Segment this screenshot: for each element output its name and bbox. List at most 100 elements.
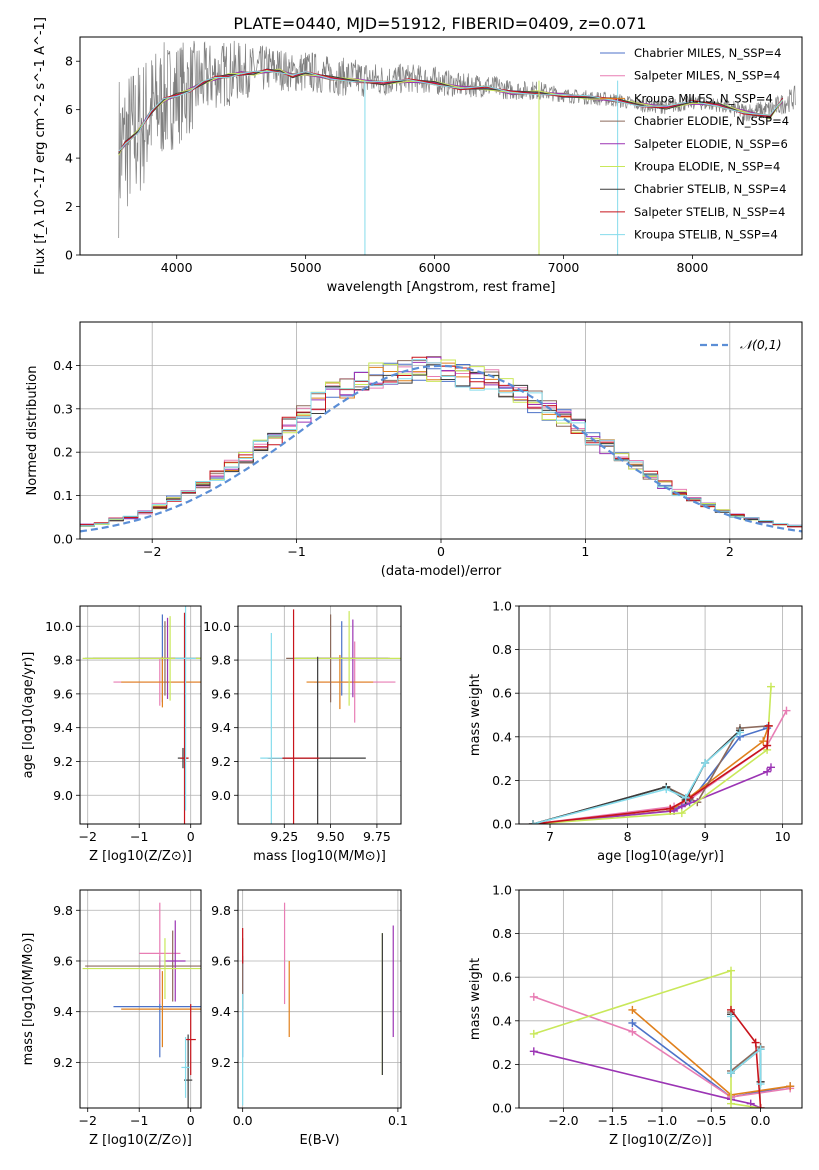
x-tick-label: 0 bbox=[187, 829, 195, 844]
x-tick-label: −2 bbox=[79, 1113, 97, 1128]
y-tick-label: 9.8 bbox=[211, 653, 231, 668]
plot-area bbox=[82, 902, 201, 1108]
series-line bbox=[533, 996, 791, 1098]
y-tick-label: 0.6 bbox=[492, 686, 512, 701]
legend-label: 𝒩(0,1) bbox=[740, 337, 782, 352]
model-spectrum-line bbox=[118, 68, 784, 156]
legend-label: Salpeter STELIB, N_SSP=4 bbox=[634, 205, 785, 219]
y-tick-label: 0.4 bbox=[53, 358, 73, 373]
axes-frame bbox=[79, 36, 803, 256]
x-tick-label: 6000 bbox=[419, 260, 451, 275]
x-tick-label: −1 bbox=[130, 1113, 148, 1128]
y-tick-label: 9.6 bbox=[211, 686, 231, 701]
x-axis-label: Z [log10(Z/Z⊙)] bbox=[89, 1133, 192, 1148]
y-tick-label: 9.0 bbox=[211, 788, 231, 803]
x-tick-label: 9.75 bbox=[363, 829, 391, 844]
data-spectrum-line bbox=[118, 40, 796, 239]
x-axis-label: wavelength [Angstrom, rest frame] bbox=[327, 280, 556, 295]
x-axis-label: E(B-V) bbox=[299, 1133, 339, 1148]
y-tick-label: 9.6 bbox=[53, 686, 73, 701]
x-tick-label: 4000 bbox=[161, 260, 193, 275]
y-tick-label: 0.6 bbox=[492, 970, 512, 985]
x-tick-label: −0.5 bbox=[696, 1113, 726, 1128]
plot-area bbox=[82, 606, 201, 824]
axes-frame bbox=[237, 605, 402, 825]
axes-frame bbox=[79, 605, 202, 825]
y-tick-label: 9.2 bbox=[211, 1055, 231, 1070]
legend-label: Chabrier MILES, N_SSP=4 bbox=[634, 46, 781, 60]
x-axis-label: mass [log10(M/M⊙)] bbox=[253, 849, 386, 864]
x-tick-label: 9 bbox=[701, 829, 709, 844]
y-tick-label: 6 bbox=[65, 102, 73, 117]
y-tick-label: 9.4 bbox=[53, 1004, 73, 1019]
y-axis-label: mass [log10(M/M⊙)] bbox=[21, 933, 36, 1066]
x-tick-label: 8 bbox=[624, 829, 632, 844]
x-tick-label: −1 bbox=[130, 829, 148, 844]
panel-age-vs-mass: 9.25 9.50 9.75 9.0 9.2 9.4 9.6 9.8 10.0 mass [log… bbox=[203, 605, 402, 864]
y-tick-label: 0.8 bbox=[492, 642, 512, 657]
y-tick-label: 0.2 bbox=[53, 445, 73, 460]
y-axis-label: mass weight bbox=[468, 674, 483, 756]
y-tick-label: 0.4 bbox=[492, 729, 512, 744]
axes-frame bbox=[79, 321, 803, 540]
y-tick-label: 9.4 bbox=[211, 1004, 231, 1019]
y-tick-label: 0.1 bbox=[53, 488, 73, 503]
x-tick-label: −2.0 bbox=[548, 1113, 578, 1128]
y-tick-label: 9.8 bbox=[53, 903, 73, 918]
y-tick-label: 9.2 bbox=[211, 754, 231, 769]
y-tick-label: 9.8 bbox=[53, 653, 73, 668]
x-tick-label: 10 bbox=[775, 829, 791, 844]
legend-label: Chabrier ELODIE, N_SSP=4 bbox=[634, 114, 789, 128]
x-tick-label: 2 bbox=[726, 544, 734, 559]
panel-mass-weight-vs-metallicity: −2.0 −1.5 −1.0 −0.5 0.0 0.0 0.2 0.4 0.6 0.8 1.0 Z [… bbox=[468, 883, 803, 1148]
y-tick-label: 9.8 bbox=[211, 903, 231, 918]
x-tick-label: 9.25 bbox=[270, 829, 298, 844]
legend-label: Kroupa STELIB, N_SSP=4 bbox=[634, 228, 778, 242]
x-axis-label: age [log10(age/yr)] bbox=[597, 849, 724, 864]
y-tick-label: 4 bbox=[65, 151, 73, 166]
y-tick-label: 9.6 bbox=[211, 953, 231, 968]
x-tick-label: 1 bbox=[581, 544, 589, 559]
y-tick-label: 9.4 bbox=[211, 720, 231, 735]
series-line bbox=[533, 1050, 761, 1108]
y-tick-label: 8 bbox=[65, 54, 73, 69]
x-tick-label: 5000 bbox=[290, 260, 322, 275]
x-tick-label: 7000 bbox=[548, 260, 580, 275]
x-tick-label: 8000 bbox=[677, 260, 709, 275]
x-tick-label: 7 bbox=[546, 829, 554, 844]
legend-label: Kroupa ELODIE, N_SSP=4 bbox=[634, 160, 780, 174]
axes-frame bbox=[79, 889, 202, 1109]
x-tick-label: 0.1 bbox=[388, 1113, 408, 1128]
y-tick-label: 1.0 bbox=[492, 883, 512, 898]
y-tick-label: 9.0 bbox=[53, 788, 73, 803]
plot-area bbox=[528, 682, 791, 824]
plot-area bbox=[242, 902, 394, 1106]
y-tick-label: 10.0 bbox=[203, 619, 231, 634]
x-tick-label: 0.0 bbox=[233, 1113, 253, 1128]
y-tick-label: 9.6 bbox=[53, 953, 73, 968]
figure-title: PLATE=0440, MJD=51912, FIBERID=0409, z=0… bbox=[233, 14, 646, 33]
y-tick-label: 9.4 bbox=[53, 720, 73, 735]
plot-area bbox=[118, 40, 796, 255]
plot-area bbox=[80, 356, 802, 533]
x-tick-label: 0 bbox=[187, 1113, 195, 1128]
panel-residual-histogram: −2 −1 0 1 2 0.0 0.1 0.2 0.3 0.4 (data-model)/error… bbox=[25, 321, 803, 579]
x-tick-label: 0.0 bbox=[751, 1113, 771, 1128]
x-tick-label: −1.0 bbox=[647, 1113, 677, 1128]
x-axis-label: Z [log10(Z/Z⊙)] bbox=[609, 1133, 712, 1148]
x-tick-label: −1 bbox=[287, 544, 305, 559]
panel-mass-weight-vs-age: 7 8 9 10 0.0 0.2 0.4 0.6 0.8 1.0 age [log10(age/yr… bbox=[468, 599, 803, 864]
y-tick-label: 0 bbox=[65, 248, 73, 263]
panel-age-vs-metallicity: −2 −1 0 9.0 9.2 9.4 9.6 9.8 10.0 Z [log10(Z/Z⊙)] a… bbox=[21, 605, 202, 864]
x-axis-label: Z [log10(Z/Z⊙)] bbox=[89, 849, 192, 864]
y-tick-label: 9.2 bbox=[53, 754, 73, 769]
series-line bbox=[730, 1016, 762, 1084]
panel-mass-vs-metallicity: −2 −1 0 9.2 9.4 9.6 9.8 Z [log10(Z/Z⊙)] mass [lo… bbox=[21, 889, 202, 1148]
y-tick-label: 0.2 bbox=[492, 773, 512, 788]
series-line bbox=[532, 686, 772, 824]
x-tick-label: −2 bbox=[143, 544, 161, 559]
y-tick-label: 0.2 bbox=[492, 1057, 512, 1072]
plot-area bbox=[260, 609, 401, 824]
plot-area bbox=[529, 966, 795, 1108]
